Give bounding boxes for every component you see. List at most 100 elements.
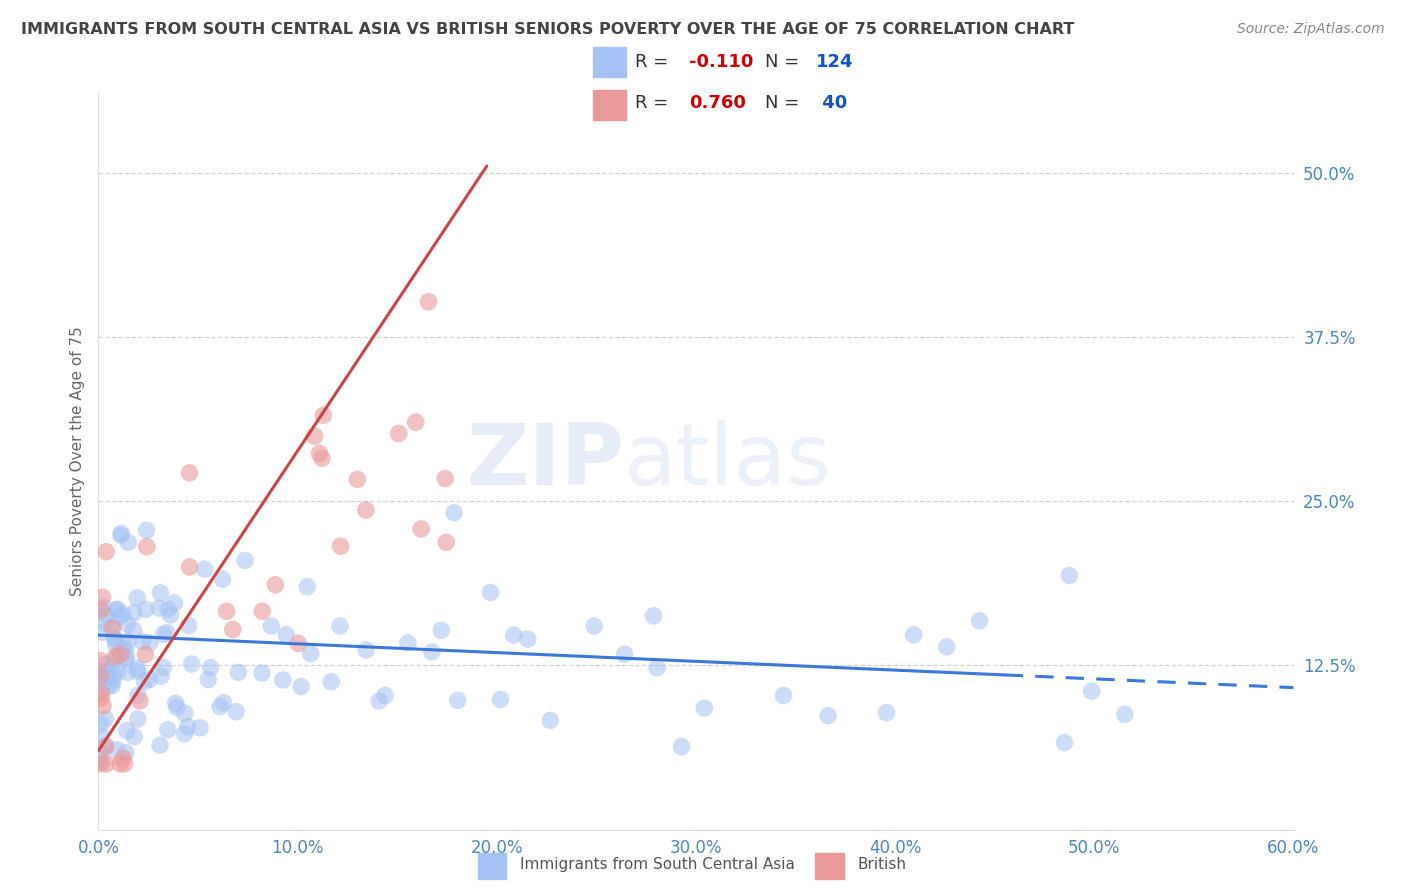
Point: [613, 647, 636, 661]
Point: [105, 603, 128, 617]
Point: [104, 638, 127, 652]
Point: [434, 535, 457, 549]
Point: [311, 451, 333, 466]
Point: [165, 696, 187, 710]
Point: [127, 591, 149, 605]
Point: [299, 647, 322, 661]
Point: [89, 756, 111, 771]
Point: [90, 671, 112, 685]
Point: [110, 528, 132, 542]
Point: [197, 673, 219, 687]
Point: [276, 628, 298, 642]
Point: [105, 602, 128, 616]
Point: [149, 669, 172, 683]
Text: 124: 124: [817, 53, 853, 70]
Point: [131, 634, 153, 648]
Point: [443, 506, 465, 520]
Point: [89, 669, 111, 683]
Point: [114, 746, 136, 760]
Point: [321, 674, 343, 689]
Point: [180, 657, 202, 671]
Point: [479, 585, 502, 599]
Point: [489, 692, 512, 706]
Point: [156, 723, 179, 737]
Point: [90, 603, 112, 617]
Point: [969, 614, 991, 628]
Point: [89, 654, 111, 668]
Text: IMMIGRANTS FROM SOUTH CENTRAL ASIA VS BRITISH SENIORS POVERTY OVER THE AGE OF 75: IMMIGRANTS FROM SOUTH CENTRAL ASIA VS BR…: [21, 22, 1074, 37]
Point: [114, 644, 136, 658]
Point: [117, 535, 139, 549]
Point: [157, 602, 180, 616]
Text: 0.760: 0.760: [689, 95, 747, 112]
Point: [502, 628, 524, 642]
Point: [108, 610, 131, 624]
Point: [693, 701, 716, 715]
Point: [354, 642, 377, 657]
Point: [149, 739, 172, 753]
Point: [225, 705, 247, 719]
Point: [346, 472, 368, 486]
Point: [233, 553, 256, 567]
Point: [271, 673, 294, 687]
Point: [122, 624, 145, 638]
Point: [200, 661, 222, 675]
Point: [94, 712, 117, 726]
Point: [127, 712, 149, 726]
Point: [250, 604, 273, 618]
Point: [430, 624, 453, 638]
Point: [212, 696, 235, 710]
Point: [671, 739, 693, 754]
Point: [1059, 568, 1081, 582]
Point: [94, 657, 117, 672]
Point: [138, 673, 160, 687]
Point: [188, 721, 211, 735]
Point: [211, 572, 233, 586]
Point: [135, 540, 157, 554]
Text: N =: N =: [765, 53, 804, 70]
Point: [115, 650, 138, 665]
Point: [91, 591, 114, 605]
Point: [96, 756, 118, 771]
Point: [104, 633, 127, 648]
Point: [90, 687, 112, 701]
Point: [115, 723, 138, 738]
Point: [174, 706, 197, 721]
Point: [112, 638, 135, 652]
Text: N =: N =: [765, 95, 804, 112]
Point: [152, 660, 174, 674]
Point: [122, 606, 145, 620]
Point: [90, 746, 112, 760]
Point: [194, 562, 217, 576]
Text: 40: 40: [817, 95, 848, 112]
Point: [101, 678, 124, 692]
Point: [110, 648, 132, 662]
Point: [97, 666, 120, 681]
Bar: [592, 47, 626, 77]
Point: [149, 586, 172, 600]
Point: [304, 429, 326, 443]
Point: [94, 739, 117, 753]
Point: [1114, 707, 1136, 722]
Point: [645, 661, 668, 675]
Point: [329, 539, 352, 553]
Point: [96, 672, 118, 686]
Point: [215, 604, 238, 618]
Point: [127, 664, 149, 678]
Point: [90, 691, 112, 706]
Point: [103, 632, 125, 646]
Point: [114, 652, 136, 666]
Point: [134, 648, 156, 662]
Bar: [592, 90, 626, 120]
Point: [163, 596, 186, 610]
Point: [112, 751, 135, 765]
Point: [96, 545, 118, 559]
Point: [876, 706, 898, 720]
Point: [90, 666, 112, 681]
Point: [101, 619, 124, 633]
Point: [368, 694, 391, 708]
Text: R =: R =: [636, 95, 673, 112]
Point: [90, 717, 112, 731]
Point: [114, 756, 136, 771]
Text: Immigrants from South Central Asia: Immigrants from South Central Asia: [520, 857, 796, 872]
